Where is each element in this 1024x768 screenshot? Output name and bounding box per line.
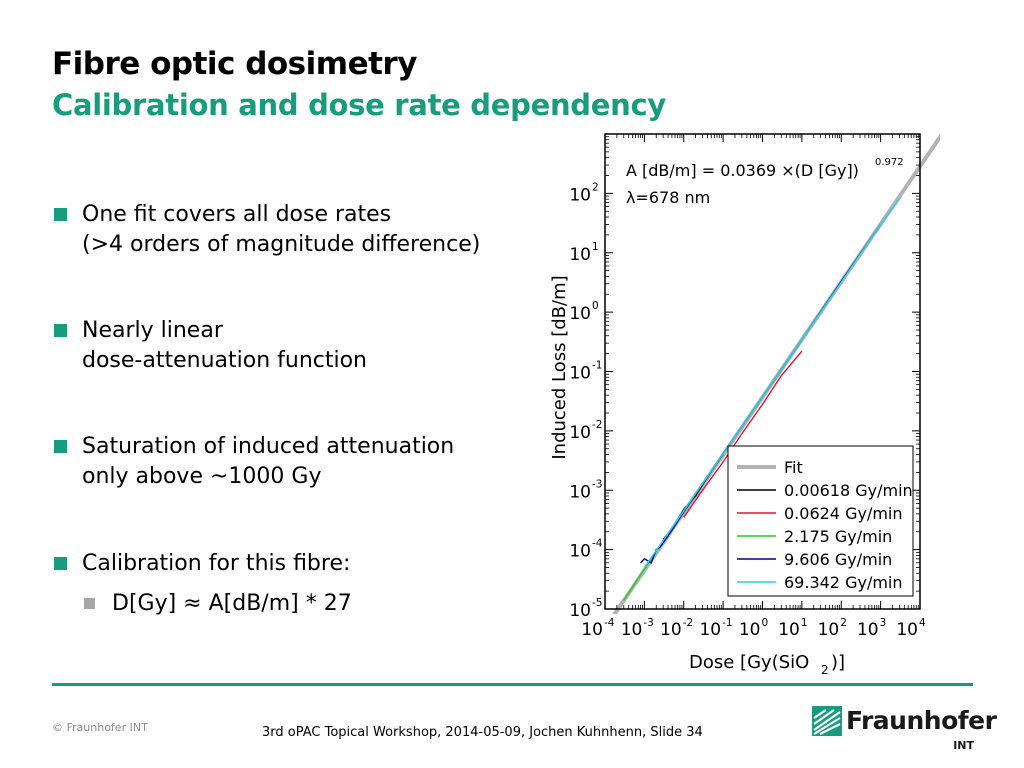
- x-tick-label: 10: [739, 620, 761, 640]
- x-tick-label: 10: [621, 620, 643, 640]
- y-tick-exponent: 1: [592, 241, 599, 253]
- x-axis-label-end: )]: [831, 652, 845, 673]
- y-tick-label: 10: [569, 364, 591, 384]
- y-tick-exponent: -4: [592, 538, 603, 550]
- x-tick-exponent: -3: [643, 617, 653, 629]
- x-tick-label: 10: [581, 620, 603, 640]
- y-tick-exponent: -2: [592, 419, 602, 431]
- logo-sub: INT: [953, 739, 974, 752]
- x-tick-label: 10: [660, 620, 682, 640]
- x-tick-label: 10: [896, 620, 918, 640]
- legend-box: [727, 445, 914, 597]
- wavelength-text: λ=678 nm: [626, 188, 710, 207]
- footer-text: 3rd oPAC Topical Workshop, 2014-05-09, J…: [262, 725, 703, 740]
- sub-bullet-item: D[Gy] ≈ A[dB/m] * 27: [52, 589, 532, 619]
- bullet-item: Nearly linear dose-attenuation function: [52, 316, 532, 376]
- slide-title: Fibre optic dosimetry: [52, 46, 417, 82]
- x-tick-exponent: 3: [880, 617, 887, 629]
- x-tick-label: 10: [699, 620, 721, 640]
- legend-label: 0.00618 Gy/min: [784, 481, 913, 500]
- x-tick-label: 10: [778, 620, 800, 640]
- footer-rule: [52, 683, 973, 686]
- x-tick-exponent: 1: [801, 617, 808, 629]
- y-tick-label: 10: [569, 601, 591, 621]
- legend-label: 9.606 Gy/min: [784, 550, 892, 569]
- bullet-text: dose-attenuation function: [82, 348, 368, 373]
- bullet-text: (>4 orders of magnitude difference): [82, 232, 481, 257]
- x-tick-exponent: -4: [604, 617, 615, 629]
- legend-label: 69.342 Gy/min: [784, 573, 903, 592]
- x-tick-exponent: -1: [722, 617, 732, 629]
- sub-bullet-square-icon: [84, 598, 95, 609]
- bullet-text: Calibration for this fibre:: [82, 551, 351, 576]
- dose-loss-chart: 10 -4 10 -3 10 -2 10 -1 10 0 10 1 10 2 10 3 10 410 -510 -41…: [549, 133, 940, 677]
- fit-formula-exponent: 0.972: [875, 157, 904, 168]
- logo-name: Fraunhofer: [846, 706, 997, 735]
- bullet-text: Saturation of induced attenuation: [82, 434, 455, 459]
- y-tick-exponent: 2: [592, 181, 599, 193]
- legend-label: Fit: [784, 458, 803, 477]
- series-group: [623, 198, 900, 601]
- y-tick-label: 10: [569, 245, 591, 265]
- y-tick-exponent: -5: [592, 597, 602, 609]
- y-axis-label: Induced Loss [dB/m]: [549, 275, 570, 459]
- x-axis-label: Dose [Gy(SiO: [689, 652, 809, 673]
- y-tick-exponent: -3: [592, 478, 602, 490]
- x-tick-exponent: 2: [840, 617, 847, 629]
- legend-label: 2.175 Gy/min: [784, 527, 892, 546]
- bullet-square-icon: [54, 324, 67, 337]
- fit-formula-text: A [dB/m] = 0.0369 ×(D [Gy]): [626, 161, 859, 180]
- x-tick-label: 10: [857, 620, 879, 640]
- x-tick-exponent: -2: [683, 617, 693, 629]
- fraunhofer-mark-icon: [812, 706, 842, 736]
- copyright-text: © Fraunhofer INT: [52, 721, 148, 734]
- bullet-square-icon: [54, 208, 67, 221]
- y-tick-exponent: 0: [592, 300, 599, 312]
- y-tick-label: 10: [569, 304, 591, 324]
- bullet-item: Saturation of induced attenuation only a…: [52, 432, 532, 492]
- slide-subtitle: Calibration and dose rate dependency: [52, 88, 666, 122]
- fraunhofer-logo: Fraunhofer INT: [812, 706, 997, 756]
- bullet-item: Calibration for this fibre:: [52, 549, 532, 579]
- y-tick-exponent: -1: [592, 360, 602, 372]
- bullet-list: One fit covers all dose rates (>4 orders…: [52, 200, 532, 619]
- x-axis-label-subscript: 2: [821, 663, 829, 677]
- bullet-text: Nearly linear: [82, 318, 223, 343]
- series-line: [683, 350, 803, 518]
- x-tick-label: 10: [818, 620, 840, 640]
- legend-label: 0.0624 Gy/min: [784, 504, 903, 523]
- bullet-text: only above ~1000 Gy: [82, 464, 322, 489]
- y-tick-label: 10: [569, 482, 591, 502]
- bullet-text: One fit covers all dose rates: [82, 202, 392, 227]
- sub-bullet-text: D[Gy] ≈ A[dB/m] * 27: [112, 591, 352, 616]
- bullet-square-icon: [54, 557, 67, 570]
- y-tick-label: 10: [569, 185, 591, 205]
- bullet-square-icon: [54, 440, 67, 453]
- y-tick-label: 10: [569, 423, 591, 443]
- series-line: [643, 198, 900, 568]
- x-tick-exponent: 0: [762, 617, 769, 629]
- y-tick-label: 10: [569, 542, 591, 562]
- x-tick-exponent: 4: [919, 617, 926, 629]
- bullet-item: One fit covers all dose rates (>4 orders…: [52, 200, 532, 260]
